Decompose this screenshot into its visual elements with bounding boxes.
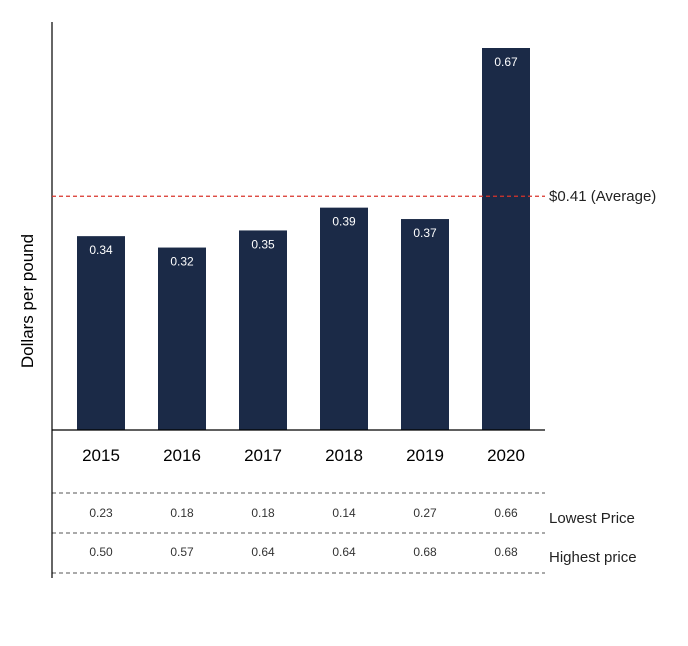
- table-cell: 0.18: [251, 506, 275, 520]
- table-cell: 0.50: [89, 545, 113, 559]
- bar-2019: [401, 219, 449, 430]
- x-tick-label: 2016: [163, 446, 201, 465]
- bar-value-label: 0.39: [332, 215, 356, 229]
- table-row-label: Lowest Price: [549, 510, 635, 527]
- bar-value-label: 0.67: [494, 55, 518, 69]
- x-tick-label: 2020: [487, 446, 525, 465]
- table-cell: 0.27: [413, 506, 437, 520]
- bar-2015: [77, 236, 125, 430]
- x-tick-label: 2017: [244, 446, 282, 465]
- labels-layer: 0.34 2015 0.32 2016 0.35 2017 0.39 2018 0.37 2019…: [82, 55, 525, 465]
- bars-layer: [77, 48, 530, 430]
- bar-2016: [158, 247, 206, 430]
- table-cell: 0.18: [170, 506, 194, 520]
- x-tick-label: 2019: [406, 446, 444, 465]
- average-label: $0.41 (Average): [549, 188, 656, 205]
- bar-value-label: 0.34: [89, 243, 113, 257]
- table-cell: 0.64: [332, 545, 356, 559]
- bar-value-label: 0.37: [413, 226, 437, 240]
- table-cell: 0.66: [494, 506, 518, 520]
- bar-2018: [320, 207, 368, 430]
- table-row-label: Highest price: [549, 549, 637, 566]
- bar-value-label: 0.32: [170, 255, 194, 269]
- bar-2020: [482, 48, 530, 430]
- y-axis-label: Dollars per pound: [18, 234, 37, 368]
- table-cell: 0.64: [251, 545, 275, 559]
- bar-value-label: 0.35: [251, 237, 275, 251]
- table-cell: 0.68: [494, 545, 518, 559]
- table-cell: 0.57: [170, 545, 194, 559]
- table-layer: 0.23 0.18 0.18 0.14 0.27 0.66 Lowest Price 0.50…: [52, 492, 637, 574]
- table-cell: 0.14: [332, 506, 356, 520]
- table-cell: 0.23: [89, 506, 113, 520]
- table-cell: 0.68: [413, 545, 437, 559]
- bar-2017: [239, 230, 287, 430]
- x-tick-label: 2015: [82, 446, 120, 465]
- x-tick-label: 2018: [325, 446, 363, 465]
